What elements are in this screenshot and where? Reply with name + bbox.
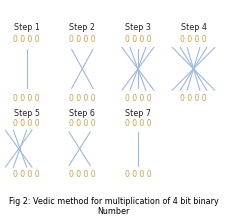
Text: 0 0 0 0: 0 0 0 0	[13, 119, 40, 128]
Text: 0 0 0 0: 0 0 0 0	[13, 35, 40, 44]
Text: Step 5: Step 5	[14, 109, 40, 118]
Text: 0 0 0 0: 0 0 0 0	[13, 170, 40, 178]
Text: Step 6: Step 6	[69, 109, 95, 118]
Text: 0 0 0 0: 0 0 0 0	[180, 35, 207, 44]
Text: Step 4: Step 4	[181, 23, 206, 32]
Text: 0 0 0 0: 0 0 0 0	[69, 119, 96, 128]
Text: Fig 2: Vedic method for multiplication of 4 bit binary
Number: Fig 2: Vedic method for multiplication o…	[9, 197, 218, 216]
Text: 0 0 0 0: 0 0 0 0	[125, 119, 151, 128]
Text: 0 0 0 0: 0 0 0 0	[69, 35, 96, 44]
Text: Step 3: Step 3	[125, 23, 151, 32]
Text: 0 0 0 0: 0 0 0 0	[125, 94, 151, 103]
Text: 0 0 0 0: 0 0 0 0	[125, 170, 151, 178]
Text: Step 7: Step 7	[125, 109, 151, 118]
Text: 0 0 0 0: 0 0 0 0	[13, 94, 40, 103]
Text: Step 2: Step 2	[69, 23, 95, 32]
Text: 0 0 0 0: 0 0 0 0	[180, 94, 207, 103]
Text: 0 0 0 0: 0 0 0 0	[69, 170, 96, 178]
Text: 0 0 0 0: 0 0 0 0	[125, 35, 151, 44]
Text: 0 0 0 0: 0 0 0 0	[69, 94, 96, 103]
Text: Step 1: Step 1	[14, 23, 39, 32]
